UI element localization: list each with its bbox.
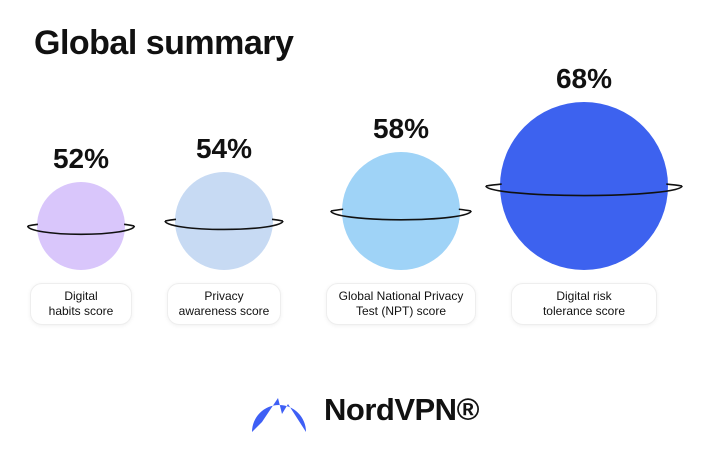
planet-ring [164,220,284,231]
planet-ring-back [330,208,472,212]
category-label: Digital risk tolerance score [511,283,657,325]
value-label: 54% [196,133,252,164]
value-label: 52% [53,143,109,174]
value-label: 58% [373,113,429,144]
planet [175,172,273,270]
chart-title: Global summary [34,24,294,62]
planet [37,182,125,270]
category-label: Global National Privacy Test (NPT) score [326,283,476,325]
planet [500,102,668,270]
planet-ring [26,225,136,236]
planet-ring-back [164,218,284,222]
category-label: Privacy awareness score [167,283,281,325]
logo [252,398,306,432]
category-label: Digital habits score [30,283,132,325]
brand-name: NordVPN® [324,392,479,427]
planet-ring-back [485,183,683,187]
value-label: 68% [556,63,612,94]
planet-ring-back [27,223,135,227]
planet-ring [330,210,472,221]
planet [342,152,460,270]
planet-ring [485,185,683,197]
